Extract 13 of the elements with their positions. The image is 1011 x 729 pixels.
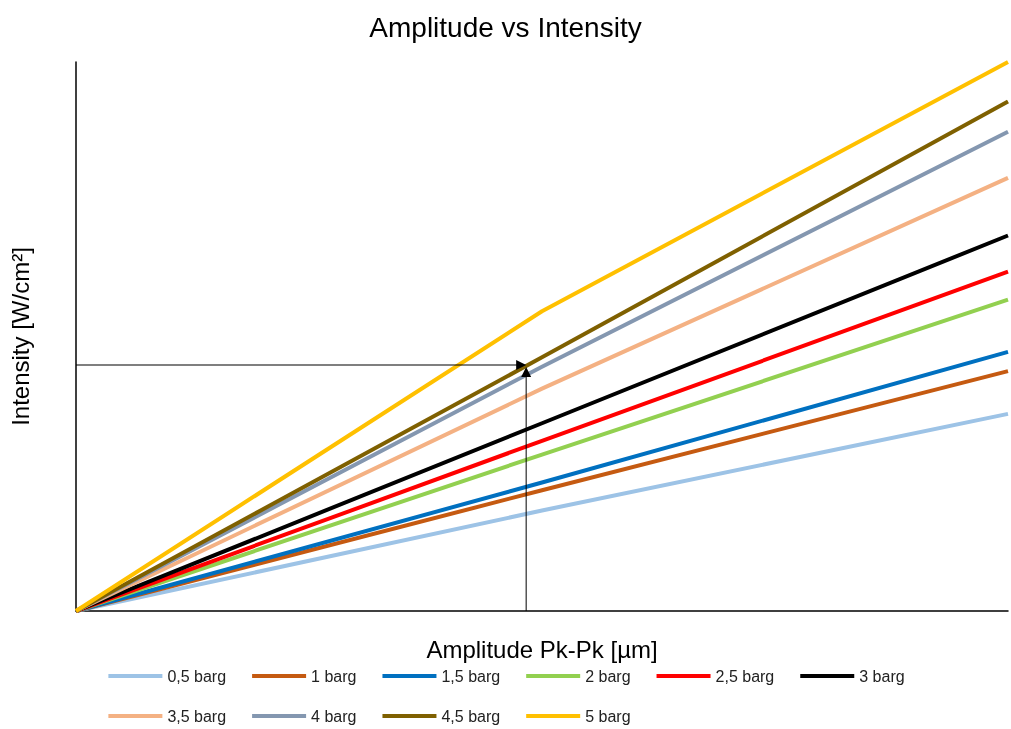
legend-label: 2 barg — [585, 667, 631, 685]
x-axis-title: Amplitude Pk-Pk [µm] — [426, 635, 658, 663]
y-axis-title: Intensity [W/cm²] — [6, 247, 34, 426]
legend-label: 5 barg — [585, 707, 631, 725]
legend-label: 4 barg — [311, 707, 357, 725]
legend-label: 1,5 barg — [441, 667, 501, 685]
legend-label: 0,5 barg — [167, 667, 227, 685]
legend-label: 3 barg — [859, 667, 905, 685]
legend-label: 1 barg — [311, 667, 357, 685]
legend-label: 3,5 barg — [167, 707, 227, 725]
chart-title: Amplitude vs Intensity — [369, 11, 642, 43]
legend-label: 4,5 barg — [441, 707, 501, 725]
legend-label: 2,5 barg — [715, 667, 775, 685]
